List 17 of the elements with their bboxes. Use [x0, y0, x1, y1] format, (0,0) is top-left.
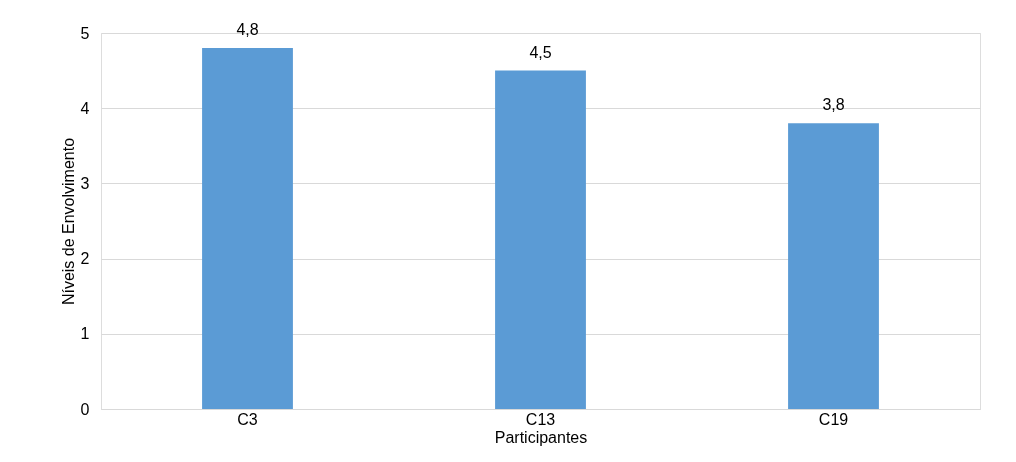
data-label: 4,5 [529, 43, 552, 61]
data-label: 3,8 [822, 96, 845, 114]
y-tick-label: 5 [80, 24, 90, 42]
data-label: 4,8 [236, 21, 259, 39]
y-tick-label: 3 [80, 174, 90, 192]
bar [495, 70, 586, 409]
y-tick-label: 1 [80, 325, 90, 343]
x-tick-label: C3 [237, 410, 258, 428]
y-tick-label: 2 [80, 250, 90, 268]
x-axis-title: Participantes [494, 428, 588, 446]
bar [202, 48, 293, 409]
y-tick-label: 0 [80, 400, 90, 418]
bar [788, 123, 879, 409]
y-axis-title: Níveis de Envolvimento [59, 137, 77, 306]
y-tick-label: 4 [80, 99, 90, 117]
x-tick-label: C13 [525, 410, 556, 428]
x-tick-label: C19 [818, 410, 849, 428]
